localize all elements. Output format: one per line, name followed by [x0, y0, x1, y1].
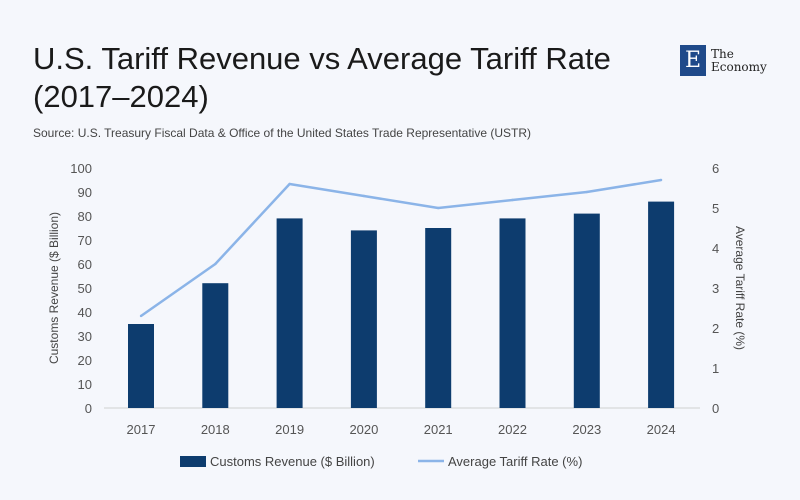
y2-axis-label: Average Tariff Rate (%)	[733, 226, 747, 350]
y-tick-label: 0	[85, 401, 92, 416]
x-tick-label: 2024	[647, 422, 676, 437]
y-axis-label: Customs Revenue ($ Billion)	[47, 212, 61, 364]
bar-2018	[202, 283, 229, 408]
y-tick-label: 90	[78, 185, 92, 200]
bar-2019	[276, 218, 303, 408]
x-tick-label: 2020	[349, 422, 378, 437]
chart-source: Source: U.S. Treasury Fiscal Data & Offi…	[33, 126, 531, 140]
y2-tick-label: 3	[712, 281, 719, 296]
logo-line1: The	[711, 46, 734, 61]
line-point-2017	[139, 314, 143, 318]
logo-mark: E	[680, 45, 706, 76]
y2-tick-label: 2	[712, 321, 719, 336]
y-tick-label: 70	[78, 233, 92, 248]
line-point-2020	[362, 194, 366, 198]
bar-2017	[128, 324, 154, 408]
bar-2020	[350, 230, 377, 408]
y-tick-label: 80	[78, 209, 92, 224]
y2-tick-label: 4	[712, 241, 719, 256]
legend-swatch-bar	[180, 456, 206, 467]
x-tick-label: 2022	[498, 422, 527, 437]
y2-tick-label: 0	[712, 401, 719, 416]
y2-tick-label: 5	[712, 201, 719, 216]
y-tick-label: 60	[78, 257, 92, 272]
y-tick-label: 10	[78, 377, 92, 392]
line-point-2023	[585, 190, 588, 194]
chart-title: U.S. Tariff Revenue vs Average Tariff Ra…	[33, 41, 611, 114]
line-point-2021	[437, 206, 440, 210]
y-tick-label: 40	[78, 305, 92, 320]
line-point-2019	[288, 182, 291, 186]
y2-tick-label: 1	[712, 361, 719, 376]
y-tick-label: 30	[78, 329, 92, 344]
x-tick-label: 2023	[572, 422, 601, 437]
y-tick-label: 50	[78, 281, 92, 296]
bar-2024	[648, 201, 675, 408]
bar-2023	[573, 213, 600, 408]
line-point-2022	[511, 198, 514, 202]
the-economy-logo: E The Economy	[680, 45, 767, 76]
legend: Customs Revenue ($ Billion) Average Tari…	[180, 454, 582, 469]
line-point-2024	[659, 178, 663, 182]
y-tick-label: 100	[70, 161, 92, 176]
legend-label-bar: Customs Revenue ($ Billion)	[210, 454, 375, 469]
y2-tick-label: 6	[712, 161, 719, 176]
x-tick-label: 2018	[201, 422, 230, 437]
bar-2021	[425, 228, 452, 408]
tariff-rate-line	[140, 178, 662, 318]
x-tick-label: 2021	[424, 422, 453, 437]
line-point-2018	[214, 262, 217, 266]
bar-2022	[499, 218, 526, 408]
x-tick-label: 2019	[275, 422, 304, 437]
legend-label-line: Average Tariff Rate (%)	[448, 454, 582, 469]
x-tick-label: 2017	[127, 422, 156, 437]
y-tick-label: 20	[78, 353, 92, 368]
logo-line2: Economy	[711, 59, 767, 74]
